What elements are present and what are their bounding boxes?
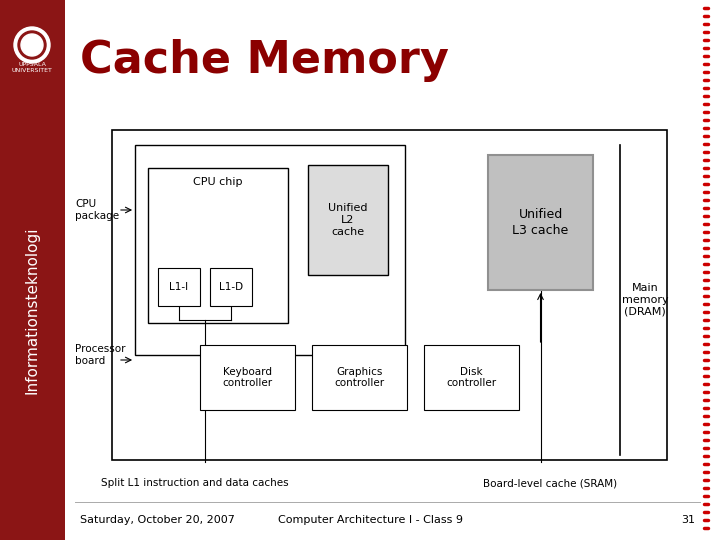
Text: Informationsteknologi: Informationsteknologi — [24, 226, 40, 394]
Bar — [488, 155, 593, 290]
Bar — [308, 165, 388, 275]
Bar — [112, 130, 667, 460]
Text: Processor
board: Processor board — [75, 344, 125, 366]
Text: Graphics
controller: Graphics controller — [334, 367, 384, 388]
Text: UPPSALA
UNIVERSITET: UPPSALA UNIVERSITET — [12, 62, 53, 73]
Text: Split L1 instruction and data caches: Split L1 instruction and data caches — [102, 478, 289, 488]
Bar — [148, 168, 288, 323]
Text: L1-D: L1-D — [219, 282, 243, 292]
Text: Main
memory
(DRAM): Main memory (DRAM) — [621, 284, 668, 316]
Circle shape — [21, 34, 43, 56]
Text: Saturday, October 20, 2007: Saturday, October 20, 2007 — [80, 515, 235, 525]
Text: Unified
L2
cache: Unified L2 cache — [328, 204, 368, 237]
Text: CPU
package: CPU package — [75, 199, 119, 221]
Text: Cache Memory: Cache Memory — [80, 38, 449, 82]
Text: L1-I: L1-I — [169, 282, 189, 292]
Text: Keyboard
controller: Keyboard controller — [222, 367, 273, 388]
Text: 31: 31 — [681, 515, 695, 525]
Text: CPU chip: CPU chip — [193, 177, 243, 187]
Bar — [158, 268, 200, 306]
Bar — [0, 0, 65, 540]
Bar — [312, 345, 407, 410]
Circle shape — [18, 31, 46, 59]
Text: Disk
controller: Disk controller — [446, 367, 497, 388]
Bar — [424, 345, 519, 410]
Text: Computer Architecture I - Class 9: Computer Architecture I - Class 9 — [277, 515, 462, 525]
Text: Unified
L3 cache: Unified L3 cache — [513, 208, 569, 237]
Bar — [135, 145, 405, 355]
Bar — [200, 345, 295, 410]
Circle shape — [14, 27, 50, 63]
Text: Board-level cache (SRAM): Board-level cache (SRAM) — [483, 478, 618, 488]
Bar — [210, 268, 252, 306]
